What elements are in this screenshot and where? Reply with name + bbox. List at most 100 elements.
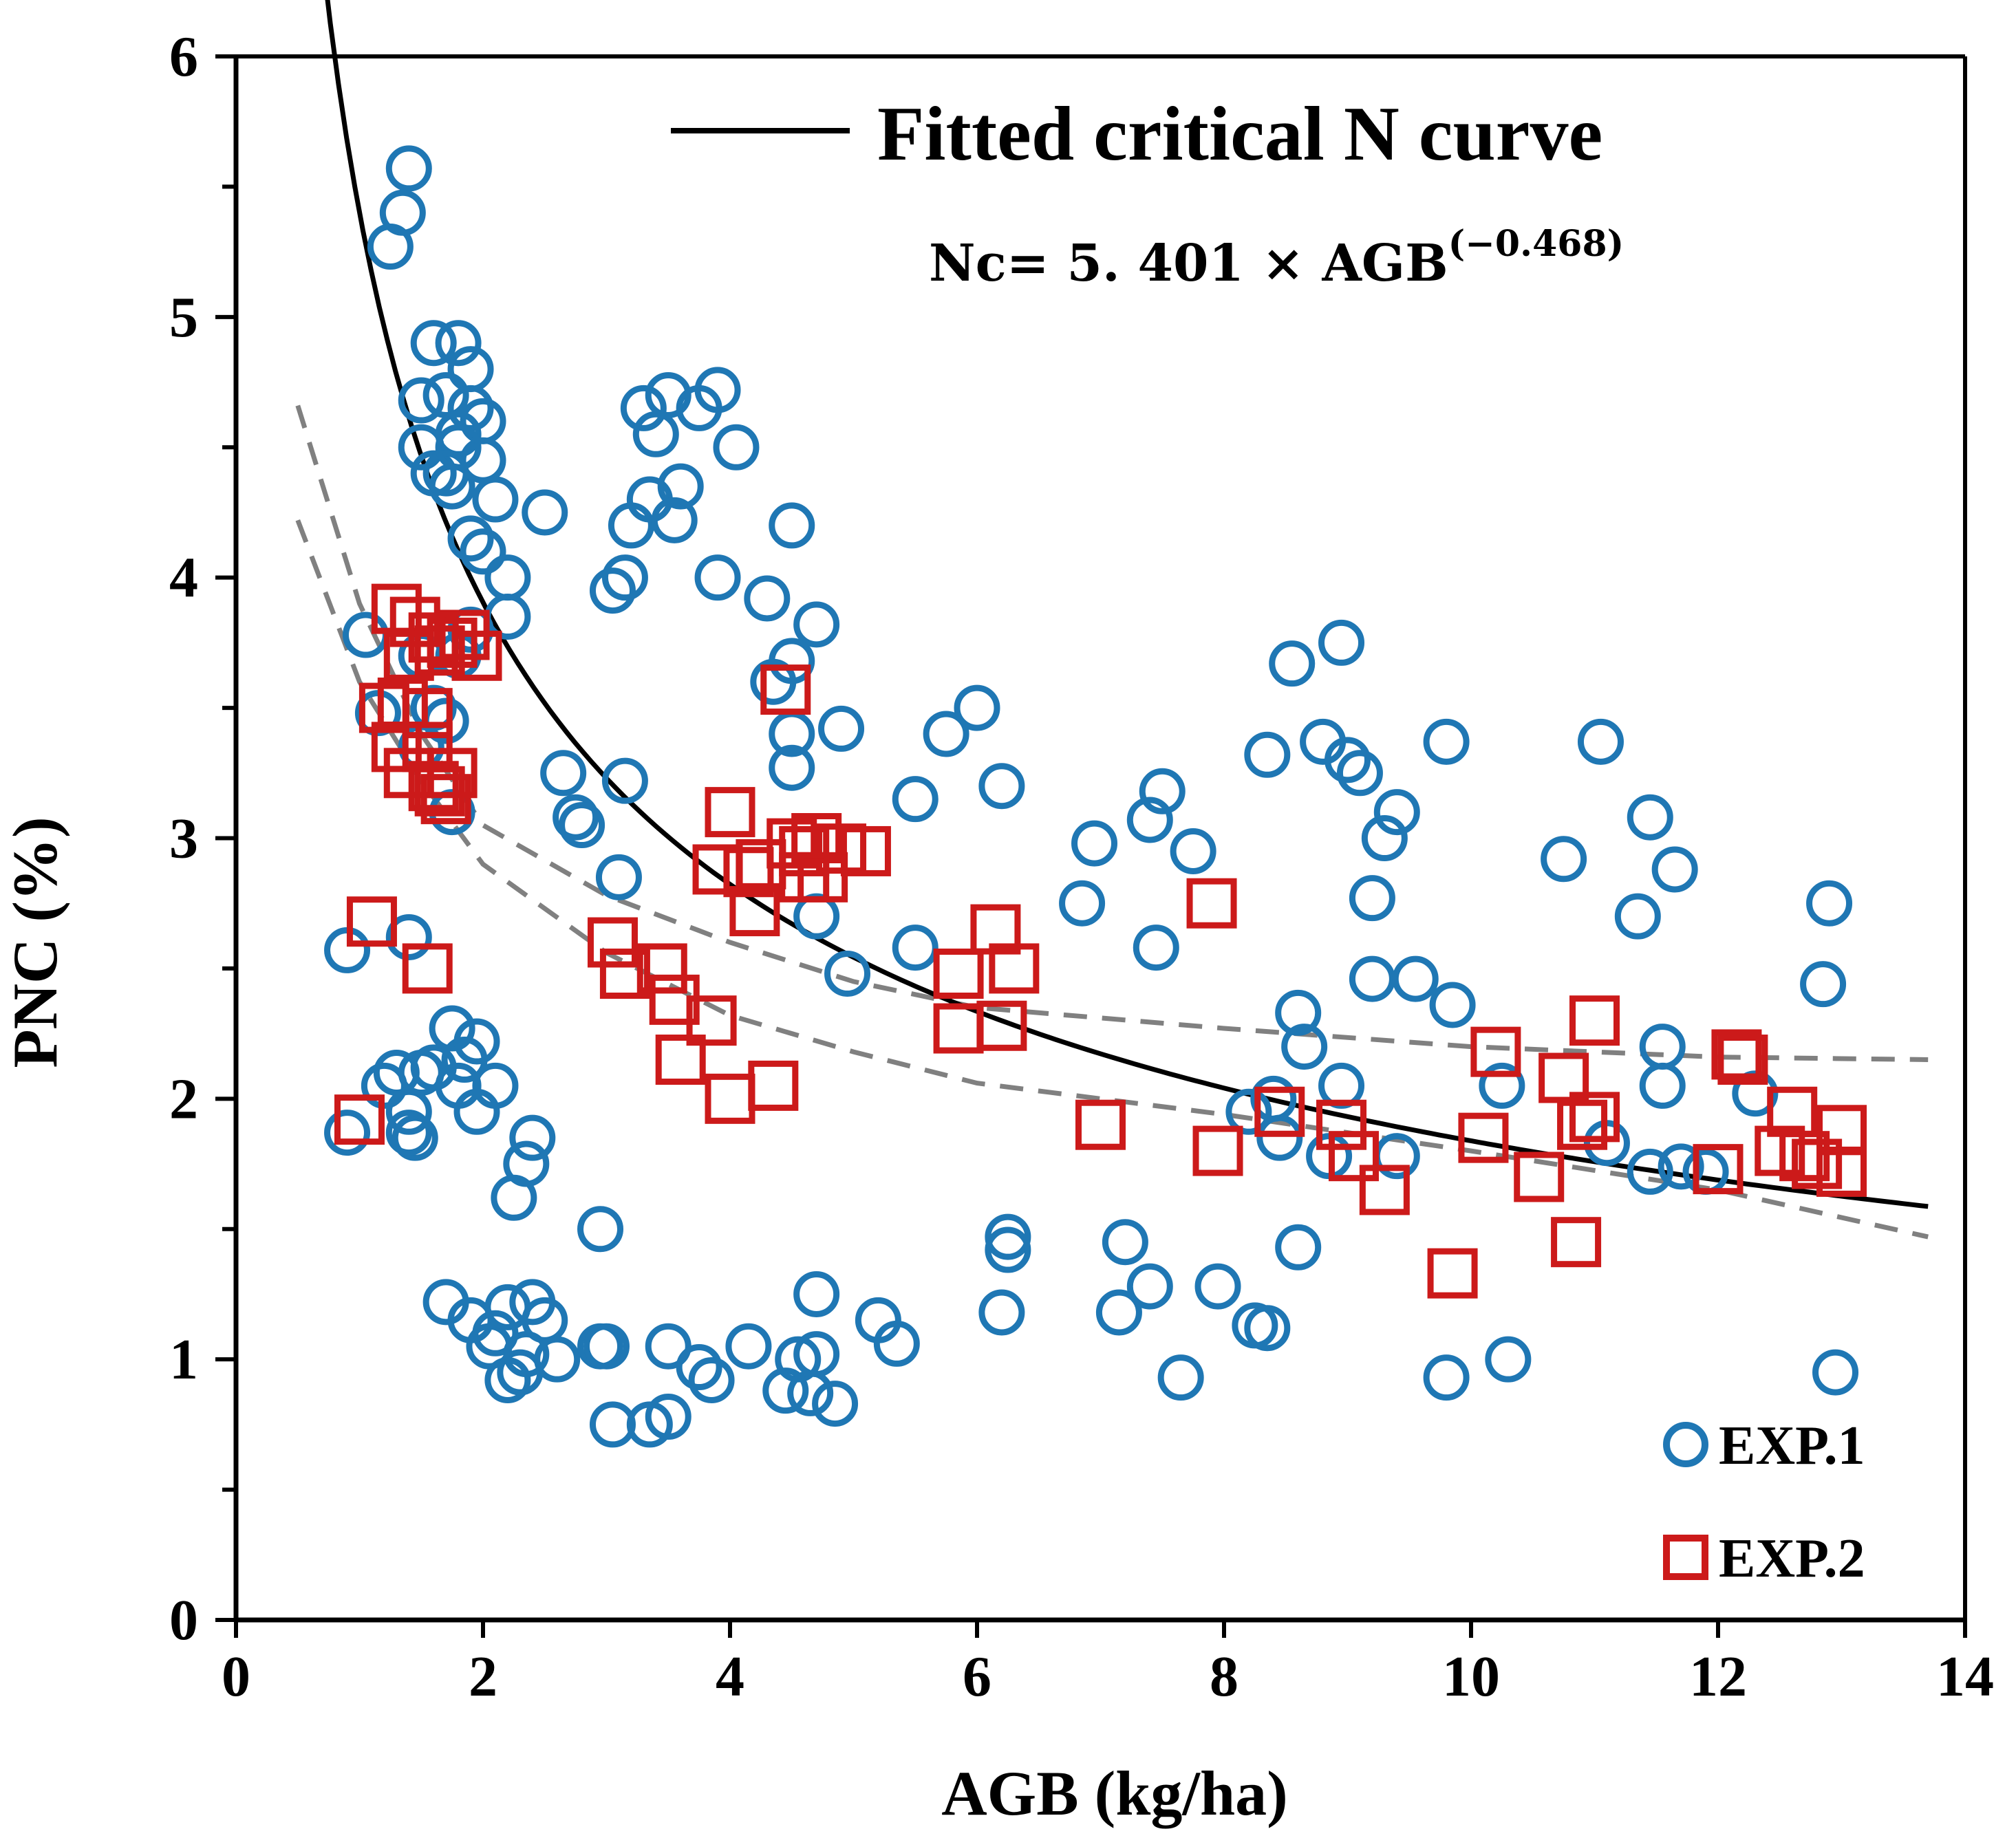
equation-main: Nc= 5. 401 × AGB bbox=[929, 234, 1448, 293]
exp1-point bbox=[892, 925, 939, 971]
fitted-curve-layer bbox=[325, 0, 1929, 1209]
exp1-point bbox=[1614, 893, 1661, 940]
exp1-point bbox=[472, 476, 519, 523]
exp2-point bbox=[748, 1060, 799, 1111]
x-tick-label: 8 bbox=[1210, 1645, 1238, 1709]
exp1-point bbox=[601, 757, 648, 804]
legend-exp2-label: EXP.2 bbox=[1719, 1528, 1865, 1589]
exp2-point bbox=[779, 825, 830, 876]
exp1-point bbox=[1577, 718, 1624, 765]
y-axis-title: PNC (%) bbox=[0, 817, 70, 1068]
exp2-point bbox=[1254, 1086, 1305, 1137]
exp1-point bbox=[385, 1110, 432, 1156]
exp2-point bbox=[636, 943, 687, 994]
exp1-point bbox=[645, 1394, 691, 1440]
exp1-point bbox=[1639, 1062, 1686, 1109]
y-tick-label: 4 bbox=[169, 546, 198, 610]
exp1-point bbox=[1318, 619, 1365, 666]
exp2-point bbox=[346, 896, 397, 947]
exp1-point bbox=[589, 567, 636, 614]
exp2-point bbox=[989, 943, 1040, 994]
exp1-point bbox=[769, 502, 815, 549]
fitted-critical-n-curve bbox=[325, 0, 1929, 1209]
exp1-point bbox=[954, 684, 1000, 731]
exp1-point bbox=[1126, 1263, 1173, 1310]
exp2-series bbox=[334, 583, 1867, 1299]
exp1-point bbox=[447, 515, 494, 562]
exp1-point bbox=[435, 424, 482, 471]
exp1-point bbox=[793, 893, 840, 940]
exp2-point bbox=[414, 766, 465, 817]
exp1-point bbox=[410, 320, 457, 367]
exp1-point bbox=[595, 854, 642, 900]
exp2-point bbox=[587, 917, 638, 968]
exp2-point bbox=[760, 664, 811, 715]
exp1-point bbox=[577, 1206, 624, 1253]
exp1-point bbox=[1275, 989, 1322, 1036]
legend-exp1-marker bbox=[1663, 1422, 1708, 1467]
exp2-point bbox=[1075, 1099, 1126, 1150]
exp2-point bbox=[1816, 1146, 1867, 1197]
exp1-point bbox=[812, 1381, 859, 1427]
exp1-point bbox=[657, 463, 704, 510]
exp1-point bbox=[1336, 750, 1383, 797]
exp1-point bbox=[398, 377, 444, 424]
exp1-point bbox=[1627, 1148, 1673, 1195]
exp1-point bbox=[1244, 1305, 1291, 1352]
exp1-point bbox=[392, 1114, 438, 1161]
equation: Nc= 5. 401 × AGB(−0.468) bbox=[929, 223, 1624, 293]
exp1-point bbox=[694, 554, 741, 601]
exp2-point bbox=[705, 1073, 755, 1124]
exp2-point bbox=[1551, 1217, 1602, 1268]
exp2-point bbox=[1470, 1026, 1521, 1077]
exp1-series bbox=[324, 145, 1859, 1448]
x-tick-label: 4 bbox=[716, 1645, 744, 1709]
exp1-point bbox=[892, 776, 939, 823]
exp1-point bbox=[484, 554, 531, 601]
exp2-point bbox=[402, 943, 453, 994]
exp2-point bbox=[705, 787, 755, 838]
exp1-point bbox=[540, 750, 587, 797]
exp1-point bbox=[1325, 737, 1371, 783]
exp1-point bbox=[522, 489, 568, 536]
exp2-point bbox=[427, 748, 478, 799]
y-tick-label: 6 bbox=[169, 25, 198, 89]
x-axis-title: AGB (kg/ha) bbox=[941, 1758, 1288, 1828]
exp1-point bbox=[1095, 1289, 1142, 1336]
x-tick-label: 10 bbox=[1442, 1645, 1500, 1709]
exp1-point bbox=[1349, 955, 1395, 1002]
exp1-point bbox=[1800, 961, 1847, 1008]
exp1-point bbox=[818, 705, 865, 752]
exp1-point bbox=[534, 1336, 581, 1383]
x-tick-label: 12 bbox=[1689, 1645, 1747, 1709]
exp2-point bbox=[1717, 1035, 1768, 1085]
exp1-point bbox=[1423, 718, 1470, 765]
exp2-point bbox=[1186, 878, 1237, 929]
exp2-point bbox=[655, 1035, 706, 1085]
y-tick-label: 0 bbox=[169, 1588, 198, 1652]
lower-confidence-band bbox=[295, 519, 1929, 1240]
exp1-point bbox=[1281, 1024, 1328, 1070]
exp1-point bbox=[1485, 1336, 1532, 1383]
exp2-point bbox=[1328, 1131, 1379, 1182]
exp1-point bbox=[725, 1323, 772, 1370]
legend-exp1-label: EXP.1 bbox=[1719, 1416, 1865, 1476]
exp2-point bbox=[414, 625, 465, 676]
exp2-point bbox=[1779, 1131, 1830, 1182]
exp1-point bbox=[553, 794, 599, 841]
exp2-point bbox=[420, 774, 471, 825]
exp1-point bbox=[460, 528, 506, 575]
x-tick-label: 0 bbox=[222, 1645, 250, 1709]
x-tick-label: 14 bbox=[1936, 1645, 1994, 1709]
exp1-point bbox=[713, 424, 760, 471]
exp2-point bbox=[692, 844, 743, 895]
exp1-point bbox=[1126, 797, 1173, 843]
exp2-point bbox=[1514, 1152, 1565, 1202]
exp1-point bbox=[589, 1401, 636, 1448]
exp2-point bbox=[1569, 1092, 1620, 1143]
exp1-point bbox=[923, 711, 969, 757]
curve-legend-label: Fitted critical N curve bbox=[877, 91, 1602, 177]
exp2-point bbox=[1192, 1125, 1243, 1176]
exp2-point bbox=[933, 1003, 984, 1054]
exp1-point bbox=[750, 658, 797, 705]
